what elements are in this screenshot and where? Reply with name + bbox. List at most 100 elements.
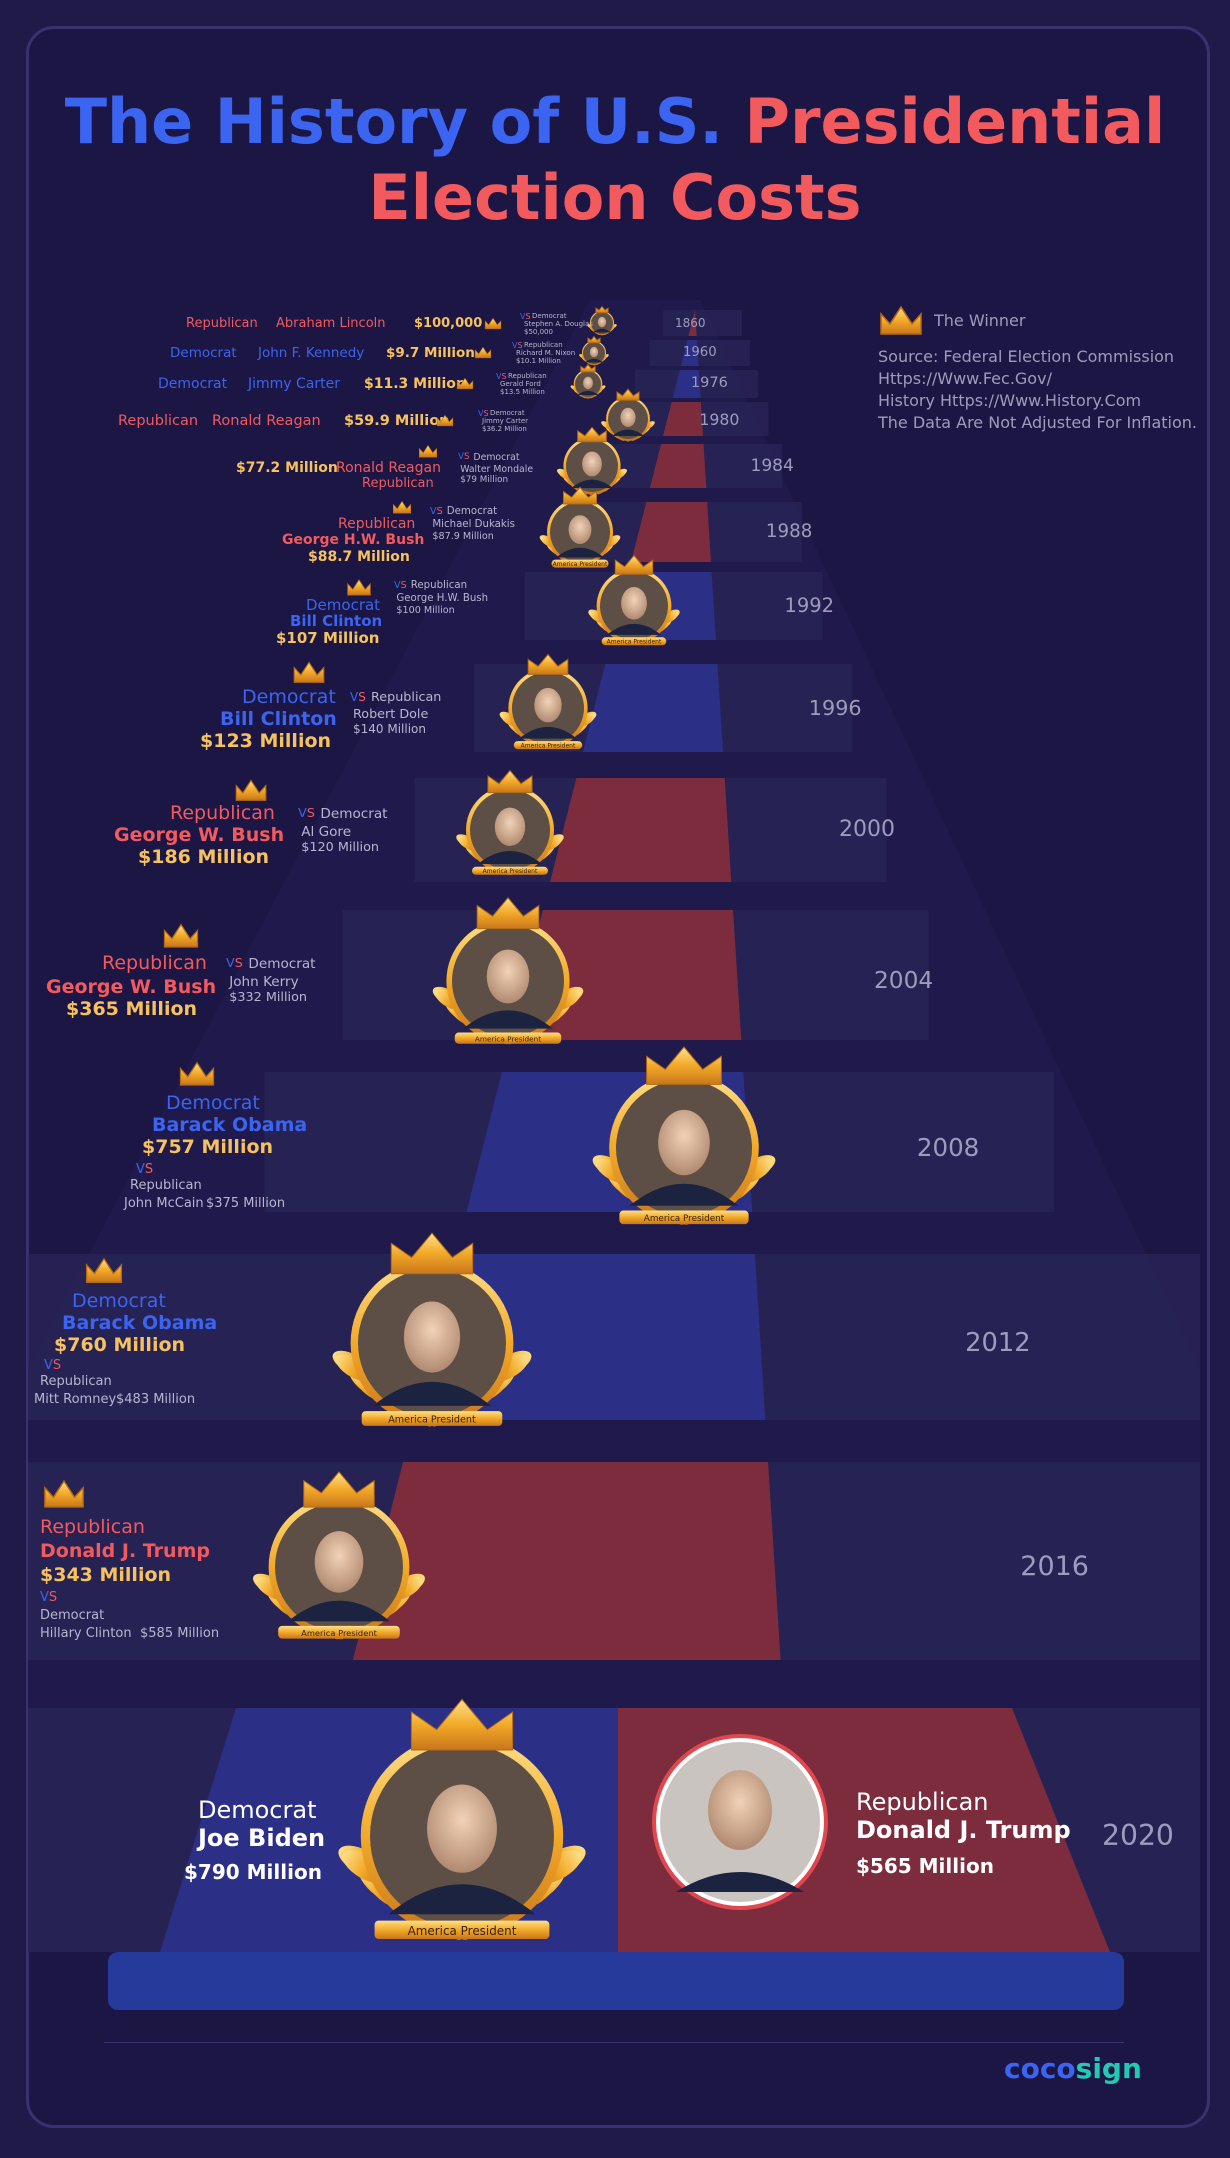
portrait-banner-2000: America President — [483, 868, 538, 875]
loser-name-2008: John McCain — [124, 1196, 204, 1211]
winner-portrait-1992: America President — [588, 554, 680, 646]
loser-cost-1980: $36.2 Million — [482, 425, 527, 433]
winner-party-2016: Republican — [40, 1516, 145, 1538]
band-fill-1984 — [649, 444, 707, 488]
page-title: The History of U.S. Presidential Electio… — [0, 84, 1230, 236]
winner-portrait-2008: America President — [592, 1046, 776, 1225]
winner-cost-1988: $88.7 Million — [308, 549, 410, 565]
winner-cost-1976: $11.3 Million — [364, 376, 466, 392]
crown-icon-1860 — [484, 317, 502, 330]
loser-name-2016: Hillary Clinton — [40, 1626, 132, 1641]
winner-cost-2012: $760 Million — [54, 1334, 186, 1356]
loser-cost-1960: $10.1 Million — [516, 357, 561, 365]
winner-cost-2020: $790 Million — [184, 1860, 322, 1884]
footer-divider — [104, 2042, 1124, 2043]
year-label-2020: 2020 — [1102, 1819, 1174, 1853]
winner-party-1976: Democrat — [158, 376, 228, 392]
year-label-2000: 2000 — [839, 816, 896, 842]
vs-1996: VS — [350, 690, 366, 704]
loser-name-1996: Robert Dole — [353, 706, 429, 722]
winner-name-2016: Donald J. Trump — [40, 1540, 210, 1562]
year-label-1976: 1976 — [690, 375, 728, 392]
loser-cost-1992: $100 Million — [396, 605, 455, 617]
winner-cost-1860: $100,000 — [414, 316, 483, 331]
winner-party-1996: Democrat — [242, 686, 336, 708]
year-label-1860: 1860 — [675, 315, 706, 330]
loser-name-2000: Al Gore — [301, 823, 352, 840]
cocosign-logo: cocosign — [1004, 2052, 1142, 2085]
loser-cost-1988: $87.9 Million — [432, 531, 494, 543]
winner-portrait-1980 — [601, 388, 655, 442]
loser-party-1976: Republican — [508, 372, 547, 380]
portrait-banner-1992: America President — [607, 639, 662, 646]
loser-name-2020: Donald J. Trump — [856, 1816, 1071, 1844]
portrait-banner-2012: America President — [388, 1415, 476, 1426]
loser-cost-1996: $140 Million — [353, 721, 426, 736]
crown-icon-2016 — [44, 1479, 84, 1508]
winner-name-2012: Barack Obama — [62, 1312, 218, 1334]
winner-party-1860: Republican — [186, 316, 258, 331]
winner-cost-1980: $59.9 Million — [344, 413, 450, 429]
band-fill-1996 — [582, 664, 724, 752]
loser-cost-1860: $50,000 — [524, 328, 553, 336]
year-label-1984: 1984 — [750, 455, 794, 476]
crown-icon-2000 — [235, 779, 267, 801]
vs-1992: VS — [394, 580, 407, 591]
title-part-1: The History of U.S. — [64, 85, 723, 158]
loser-party-1980: Democrat — [490, 409, 525, 417]
winner-portrait-1988: America President — [539, 486, 621, 568]
loser-cost-2008: $375 Million — [206, 1196, 286, 1211]
crown-icon-1976 — [456, 377, 474, 390]
title-part-2: Presidential — [744, 85, 1166, 158]
loser-name-1980: Jimmy Carter — [482, 417, 528, 425]
band-fill-1860 — [688, 310, 697, 336]
loser-cost-2016: $585 Million — [140, 1626, 220, 1641]
winner-portrait-1860 — [587, 305, 617, 336]
loser-name-1992: George H.W. Bush — [396, 593, 489, 605]
year-label-2016: 2016 — [1020, 1550, 1089, 1582]
loser-cost-1984: $79 Million — [460, 475, 509, 486]
loser-party-1860: Democrat — [532, 312, 567, 320]
winner-cost-1992: $107 Million — [276, 629, 380, 647]
winner-party-2004: Republican — [102, 952, 207, 974]
band-1860 — [663, 310, 742, 336]
loser-cost-1976: $13.5 Million — [500, 388, 545, 396]
year-label-1992: 1992 — [784, 594, 835, 618]
winner-portrait-1960 — [579, 335, 609, 366]
portrait-banner-1988: America President — [553, 561, 608, 568]
band-fill-2000 — [550, 778, 732, 882]
winner-portrait-2020: America President — [338, 1698, 586, 1940]
winner-portraits: America President America President Americ… — [253, 305, 828, 1940]
loser-name-1984: Walter Mondale — [460, 464, 534, 476]
loser-party-1992: Republican — [410, 580, 468, 591]
loser-party-2000: Democrat — [320, 806, 388, 822]
legend-winner: The Winner — [878, 304, 1197, 338]
winner-cost-2008: $757 Million — [142, 1136, 274, 1158]
winner-party-1992: Democrat — [306, 596, 381, 614]
winner-name-1992: Bill Clinton — [290, 612, 383, 630]
legend-url-history: History Https://Www.History.Com — [878, 391, 1142, 410]
band-fill-1976 — [672, 370, 701, 398]
winner-cost-1996: $123 Million — [200, 730, 332, 752]
legend: The Winner Source: Federal Election Comm… — [878, 304, 1197, 434]
loser-party-1960: Republican — [524, 341, 563, 349]
legend-note: The Data Are Not Adjusted For Inflation. — [878, 413, 1198, 432]
year-label-2008: 2008 — [916, 1133, 980, 1163]
vs-2000: VS — [298, 806, 315, 821]
portrait-banner-2020: America President — [408, 1924, 517, 1938]
loser-portrait-2020 — [652, 1734, 828, 1910]
crown-icon-1960 — [474, 346, 492, 359]
winner-name-2000: George W. Bush — [114, 824, 285, 846]
year-label-1988: 1988 — [765, 521, 813, 543]
crown-icon-1996 — [293, 661, 325, 683]
year-label-2012: 2012 — [965, 1327, 1031, 1358]
band-fill-2016 — [352, 1462, 781, 1660]
portrait-banner-2016: America President — [301, 1628, 377, 1638]
loser-party-2020: Republican — [856, 1788, 989, 1816]
vs-1980: VS — [478, 409, 489, 418]
winner-portrait-1996: America President — [499, 653, 597, 749]
crown-icon-2004 — [163, 923, 199, 948]
portrait-banner-2008: America President — [644, 1214, 725, 1224]
winner-name-2020: Joe Biden — [198, 1824, 326, 1852]
loser-party-2008: Republican — [130, 1178, 202, 1193]
